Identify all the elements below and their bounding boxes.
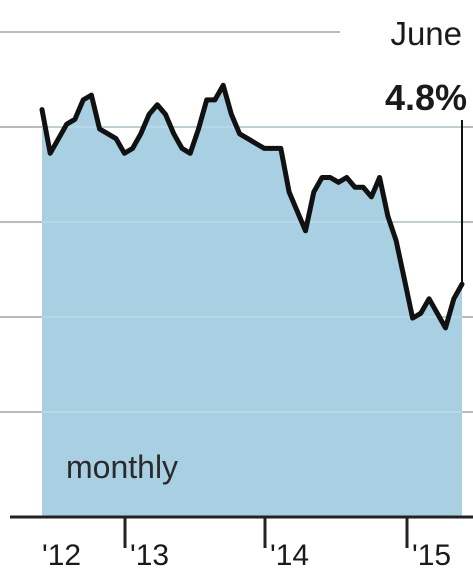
- series-area: [42, 85, 462, 518]
- x-tick-label: '14: [270, 539, 309, 572]
- x-tick-label: '15: [412, 539, 451, 572]
- annotation-value: 4.8%: [385, 77, 467, 118]
- annotation-month: June: [390, 15, 462, 52]
- x-tick-label: '12: [42, 539, 81, 572]
- series-line: [39, 82, 465, 331]
- frequency-label: monthly: [66, 449, 178, 485]
- x-ticks: '12 '13 '14 '15: [42, 517, 451, 572]
- x-tick-label: '13: [130, 539, 169, 572]
